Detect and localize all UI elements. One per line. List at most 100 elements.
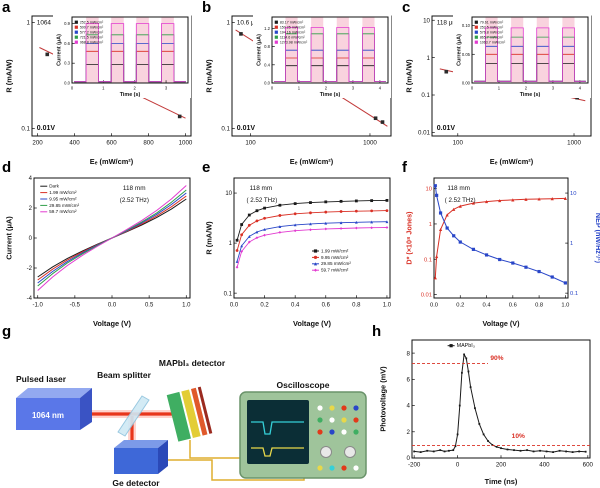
svg-text:Voltage (V): Voltage (V) — [293, 319, 332, 328]
svg-text:400: 400 — [539, 462, 550, 469]
svg-text:118 mm: 118 mm — [447, 185, 470, 192]
svg-text:100: 100 — [453, 140, 464, 147]
svg-text:10: 10 — [423, 17, 430, 24]
svg-text:4: 4 — [29, 176, 33, 182]
svg-text:3: 3 — [165, 86, 168, 91]
svg-text:1.0: 1.0 — [383, 303, 392, 309]
oscilloscope-knob — [320, 446, 332, 458]
svg-text:0: 0 — [71, 86, 74, 91]
svg-text:0.01: 0.01 — [418, 130, 431, 137]
svg-text:2: 2 — [29, 206, 33, 212]
svg-text:0.0: 0.0 — [230, 303, 239, 309]
svg-text:Current (μA): Current (μA) — [57, 34, 63, 66]
svg-text:3: 3 — [552, 86, 555, 91]
svg-text:0.01V: 0.01V — [237, 125, 256, 132]
svg-text:R (mA/W): R (mA/W) — [205, 221, 214, 255]
panel-letter-h: h — [372, 323, 382, 340]
chart-detectivity-nep: 0.0 0.2 0.4 0.6 0.8 1.0 0.01 0.1 1 10 0.1 1 10 Voltag… — [404, 177, 600, 328]
svg-text:0.0: 0.0 — [108, 303, 117, 309]
mapbi3-detector-label: MAPbI₃ detector — [159, 358, 226, 368]
svg-text:( 2.52 THz): ( 2.52 THz) — [445, 197, 476, 204]
svg-text:200: 200 — [32, 140, 43, 147]
chart-responsivity-voltage: 0.0 0.2 0.4 0.6 0.8 1.0 0.1 1 10 Voltage (V) R (mA… — [205, 177, 392, 328]
svg-text:800: 800 — [143, 140, 154, 147]
svg-text:3: 3 — [352, 86, 355, 91]
svg-text:Photovoltage (mV): Photovoltage (mV) — [379, 366, 388, 432]
chart-inset-current-time-118um: 0 1 2 3 4 0.00 0.05 0.10 Time (s) Current (μA) 79.… — [453, 14, 591, 98]
svg-text:1273.98 mW/cm²: 1273.98 mW/cm² — [280, 41, 308, 45]
svg-text:59.7 mW/cm²: 59.7 mW/cm² — [49, 209, 77, 214]
svg-text:0.01V: 0.01V — [437, 125, 456, 132]
svg-text:59.7 mW/cm²: 59.7 mW/cm² — [321, 268, 349, 273]
svg-text:1000: 1000 — [363, 140, 377, 147]
svg-text:0: 0 — [407, 455, 411, 462]
svg-text:0.3: 0.3 — [64, 61, 70, 66]
svg-text:577.2 mW/cm²: 577.2 mW/cm² — [80, 31, 104, 35]
svg-text:-1.0: -1.0 — [33, 303, 44, 309]
svg-text:0.1: 0.1 — [21, 126, 30, 133]
svg-text:2: 2 — [525, 86, 528, 91]
svg-text:29.85 mW/cm²: 29.85 mW/cm² — [321, 261, 351, 266]
chart-iv-curves: -1.0 -0.5 0.0 0.5 1.0 -4 -2 0 2 4 Voltage (V) Curre… — [5, 176, 192, 328]
svg-text:721.5 mW/cm²: 721.5 mW/cm² — [80, 36, 104, 40]
svg-text:0.0: 0.0 — [64, 80, 70, 85]
svg-text:0.1: 0.1 — [424, 257, 432, 263]
svg-text:1: 1 — [227, 20, 231, 27]
svg-text:0.8: 0.8 — [352, 303, 361, 309]
svg-text:4: 4 — [379, 86, 382, 91]
svg-text:0: 0 — [29, 236, 33, 242]
svg-text:Voltage (V): Voltage (V) — [482, 319, 520, 328]
svg-text:Voltage (V): Voltage (V) — [93, 319, 132, 328]
svg-text:0.4: 0.4 — [264, 62, 270, 67]
svg-text:1063.7 mW/cm²: 1063.7 mW/cm² — [480, 41, 506, 45]
svg-text:0.4: 0.4 — [483, 302, 492, 308]
svg-text:10%: 10% — [512, 433, 525, 440]
svg-text:100: 100 — [245, 140, 256, 147]
svg-text:0.6: 0.6 — [322, 303, 331, 309]
svg-text:1000: 1000 — [567, 140, 581, 147]
svg-text:Time (s): Time (s) — [120, 92, 141, 98]
svg-text:1: 1 — [27, 20, 31, 27]
svg-text:865.7 mW/cm²: 865.7 mW/cm² — [480, 36, 504, 40]
oscilloscope-label: Oscilloscope — [277, 380, 330, 390]
chart-inset-current-time-10p6um: 0 1 2 3 4 0.0 0.4 0.8 1.2 Time (s) Current (μA) 83.… — [253, 14, 391, 98]
svg-text:10: 10 — [225, 191, 232, 197]
ge-detector-box — [114, 440, 168, 474]
svg-text:Eₑ (mW/cm²): Eₑ (mW/cm²) — [490, 157, 534, 166]
svg-text:6: 6 — [407, 377, 411, 384]
svg-text:0.6: 0.6 — [509, 302, 517, 308]
beam-splitter-label: Beam splitter — [97, 370, 152, 380]
svg-text:90%: 90% — [490, 355, 503, 362]
svg-text:Current (μA): Current (μA) — [457, 34, 463, 66]
svg-text:R (mA/W): R (mA/W) — [5, 59, 14, 93]
svg-text:Current (μA): Current (μA) — [5, 216, 14, 260]
screen-trace-cyan — [251, 421, 304, 435]
svg-text:1: 1 — [298, 86, 301, 91]
svg-text:0.00: 0.00 — [462, 80, 471, 85]
svg-text:2: 2 — [407, 429, 411, 436]
svg-text:( 2.52 THz): ( 2.52 THz) — [246, 197, 277, 204]
svg-text:10: 10 — [570, 191, 576, 197]
svg-text:0.0: 0.0 — [430, 302, 438, 308]
svg-text:1.0: 1.0 — [561, 302, 569, 308]
svg-text:1: 1 — [229, 241, 233, 247]
svg-text:0: 0 — [471, 86, 474, 91]
svg-text:8: 8 — [407, 350, 411, 357]
svg-text:0: 0 — [456, 462, 460, 469]
svg-text:0.05: 0.05 — [462, 52, 471, 57]
pulsed-laser-box: 1064 nm — [16, 388, 92, 430]
svg-text:200: 200 — [496, 462, 507, 469]
svg-text:0: 0 — [271, 86, 274, 91]
svg-text:1: 1 — [102, 86, 105, 91]
panel-letter-e: e — [202, 159, 211, 176]
svg-text:1.2: 1.2 — [264, 26, 270, 31]
svg-text:Eₑ (mW/cm²): Eₑ (mW/cm²) — [90, 157, 134, 166]
svg-text:Time (s): Time (s) — [320, 92, 341, 98]
svg-text:Eₑ (mW/cm²): Eₑ (mW/cm²) — [290, 157, 334, 166]
svg-text:0.4: 0.4 — [291, 303, 300, 309]
panel-letter-a: a — [2, 0, 11, 16]
svg-text:2: 2 — [325, 86, 328, 91]
svg-text:0.10: 0.10 — [462, 23, 471, 28]
